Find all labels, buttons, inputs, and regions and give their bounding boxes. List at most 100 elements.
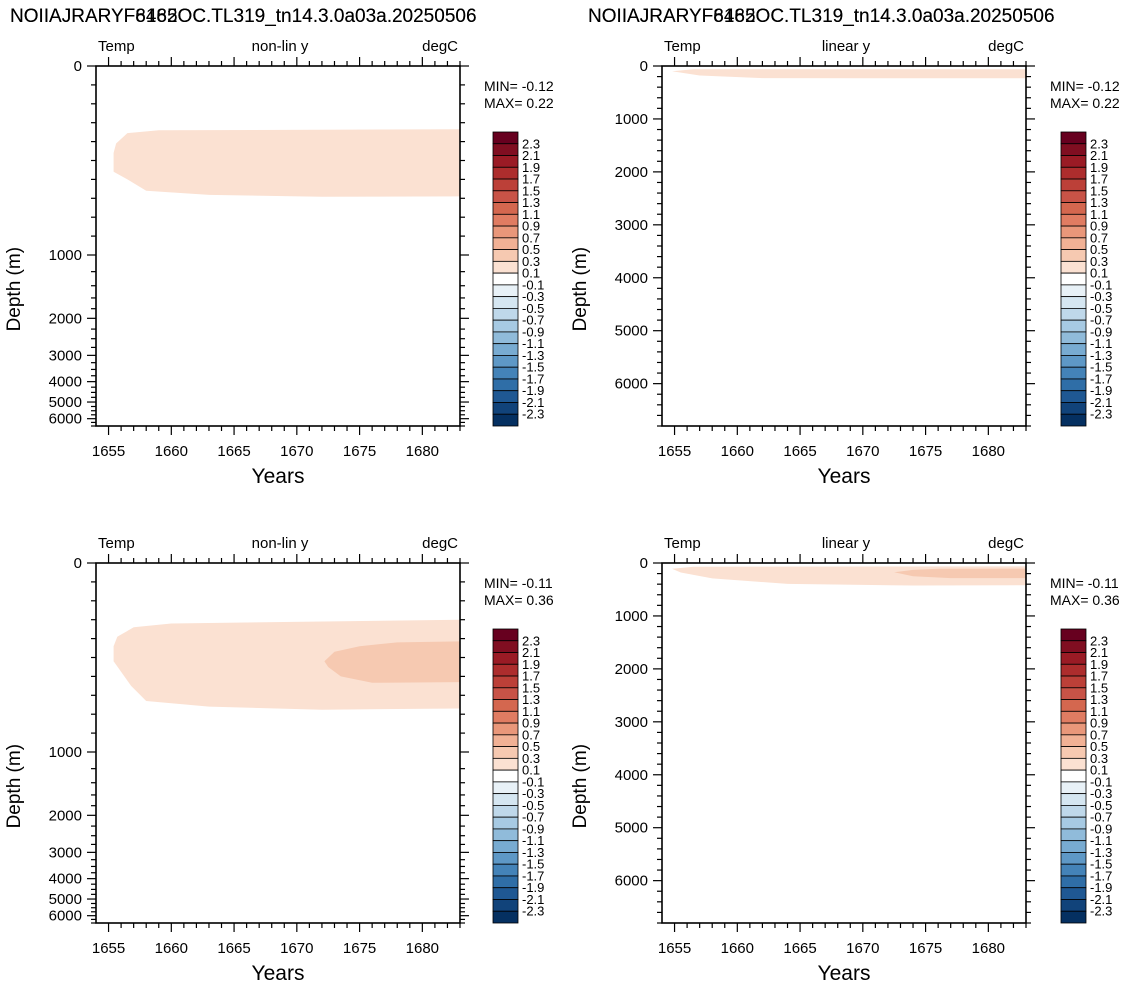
colorbar-swatch [1060,366,1087,380]
colorbar-label: -0.3 [522,786,544,801]
colorbar-label: 1.9 [1090,657,1108,672]
colorbar-swatch [492,687,519,700]
y-tick-label: 3000 [49,844,82,861]
colorbar-swatch [1060,687,1087,700]
colorbar-label: -1.1 [1090,336,1112,351]
colorbar-swatch [1060,390,1087,403]
x-tick-label: 1660 [721,940,754,957]
colorbar-swatch [1060,769,1087,783]
contour-region [894,568,1026,579]
colorbar-swatch [1060,875,1087,889]
colorbar-swatch [1060,131,1087,145]
y-tick-label: 5000 [49,394,82,411]
colorbar-label: 1.1 [1090,207,1108,222]
max-value-label: MAX= 0.36 [1050,592,1120,608]
colorbar-swatch [492,225,519,239]
colorbar-label: 1.1 [1090,704,1108,719]
colorbar-label: -2.1 [1090,892,1112,907]
colorbar-swatch [1060,296,1087,309]
panel-4: NOIIAJRARYF6162OC.TL319_tn14.3.0a03a.202… [570,6,1120,985]
colorbar-label: 0.1 [1090,763,1108,778]
colorbar-label: 1.7 [522,669,540,684]
y-tick-label: 0 [74,555,82,572]
x-tick-label: 1665 [783,940,816,957]
x-axis-label: Years [252,962,305,985]
y-tick-label: 5000 [615,323,648,340]
colorbar-swatch [492,722,519,736]
colorbar-swatch [492,710,519,724]
plot-frame [95,65,461,427]
colorbar-label: 0.3 [1090,254,1108,269]
colorbar-swatch [492,910,519,924]
y-tick-label: 2000 [49,310,82,327]
colorbar-swatch [1060,378,1087,392]
x-tick-label: 1660 [155,940,188,957]
colorbar-swatch [492,402,519,415]
colorbar-swatch [1060,640,1087,653]
plot-frame [95,562,461,924]
colorbar-swatch [1060,249,1087,262]
y-axis-label: Depth (m) [570,744,591,828]
colorbar-swatch [1060,628,1087,642]
panel-2: NOIIAJRARYF8485OC.TL319_tn14.3.0a03a.202… [570,6,1120,488]
colorbar-swatch [492,699,519,712]
y-axis-label: Depth (m) [4,744,25,828]
y-tick-label: 0 [74,58,82,75]
colorbar-swatch [492,178,519,192]
colorbar-label: 0.7 [1090,727,1108,742]
colorbar: 2.32.11.91.71.51.31.10.90.70.50.30.1-0.1… [1060,131,1112,427]
colorbar-label: -1.5 [522,857,544,872]
colorbar-swatch [1060,402,1087,415]
scale-label: non-lin y [252,535,309,552]
colorbar-swatch [1060,166,1087,180]
x-tick-label: 1655 [658,940,691,957]
units-label: degC [988,38,1024,55]
colorbar-swatch [1060,663,1087,677]
contour-region [324,641,460,683]
colorbar-swatch [492,202,519,215]
y-tick-label: 0 [640,555,648,572]
colorbar-label: 1.3 [1090,195,1108,210]
colorbar-label: 2.3 [1090,633,1108,648]
x-axis-label: Years [818,465,871,488]
x-tick-label: 1675 [909,443,942,460]
colorbar-label: -1.9 [522,383,544,398]
colorbar-label: -0.9 [1090,324,1112,339]
colorbar-label: -1.1 [522,336,544,351]
colorbar-swatch [492,131,519,145]
y-tick-label: 6000 [49,908,82,925]
y-tick-label: 6000 [615,376,648,393]
colorbar-swatch [1060,828,1087,842]
x-tick-label: 1670 [280,443,313,460]
colorbar-label: -1.5 [1090,360,1112,375]
colorbar-label: 2.1 [522,645,540,660]
panel-3: NOIIAJRARYF6162OC.TL319_tn14.3.0a03a.202… [4,6,554,985]
x-tick-label: 1675 [909,940,942,957]
min-value-label: MIN= -0.12 [484,78,554,94]
colorbar-swatch [492,272,519,286]
colorbar-swatch [492,343,519,356]
colorbar-label: -0.5 [1090,798,1112,813]
x-tick-label: 1665 [783,443,816,460]
colorbar-swatch [492,190,519,203]
colorbar-label: 0.1 [522,266,540,281]
x-tick-label: 1660 [721,443,754,460]
y-tick-label: 2000 [615,164,648,181]
colorbar-swatch [492,746,519,759]
colorbar-label: 2.1 [1090,645,1108,660]
y-tick-label: 6000 [49,411,82,428]
colorbar-label: -1.1 [522,833,544,848]
x-tick-label: 1675 [343,940,376,957]
y-tick-label: 5000 [615,820,648,837]
contour-region [391,236,460,264]
colorbar-swatch [492,805,519,818]
y-axis-label: Depth (m) [4,247,25,331]
colorbar-label: 2.3 [522,136,540,151]
y-tick-label: 3000 [49,347,82,364]
y-tick-label: 1000 [615,608,648,625]
colorbar-label: 1.3 [522,195,540,210]
min-value-label: MIN= -0.11 [484,575,553,591]
colorbar: 2.32.11.91.71.51.31.10.90.70.50.30.1-0.1… [1060,628,1112,924]
colorbar-swatch [1060,793,1087,806]
max-value-label: MAX= 0.22 [484,95,554,111]
